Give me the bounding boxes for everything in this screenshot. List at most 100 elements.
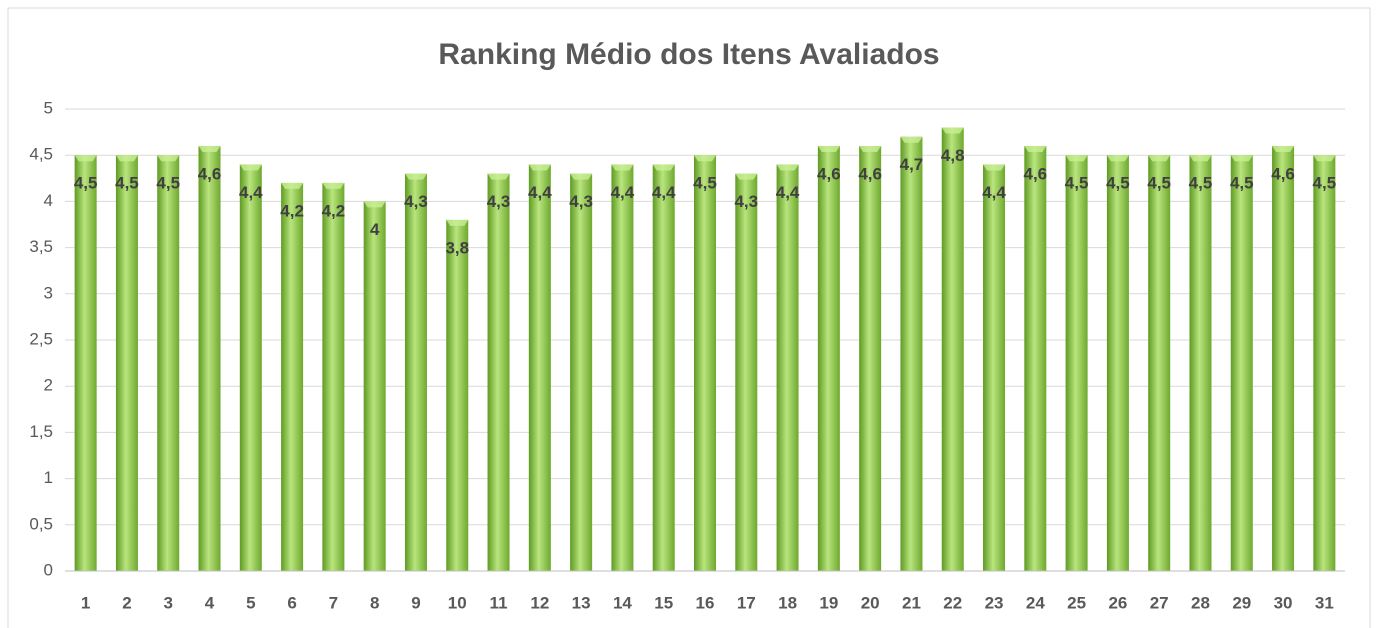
bar bbox=[115, 155, 138, 571]
bar bbox=[528, 164, 551, 571]
value-label: 4,5 bbox=[74, 174, 98, 193]
bar bbox=[570, 173, 593, 571]
x-tick-label: 14 bbox=[613, 593, 632, 612]
value-label: 4,2 bbox=[322, 201, 346, 220]
bar bbox=[776, 164, 799, 571]
value-label: 4,6 bbox=[1271, 164, 1295, 183]
y-tick-label: 5 bbox=[44, 98, 53, 117]
y-tick-label: 3,5 bbox=[29, 237, 53, 256]
value-label: 4,5 bbox=[1147, 174, 1171, 193]
bar-bevel bbox=[1148, 155, 1171, 162]
value-label: 4,3 bbox=[487, 192, 511, 211]
value-label: 4,4 bbox=[239, 183, 263, 202]
x-tick-label: 16 bbox=[696, 593, 715, 612]
bar bbox=[446, 219, 469, 571]
bar-bevel bbox=[528, 164, 551, 171]
value-label: 4,5 bbox=[1189, 174, 1213, 193]
bar-bevel bbox=[817, 145, 840, 152]
x-tick-label: 28 bbox=[1191, 593, 1210, 612]
bar-bevel bbox=[281, 182, 304, 189]
bar-bevel bbox=[198, 145, 221, 152]
y-tick-label: 0 bbox=[44, 560, 53, 579]
value-label: 4,5 bbox=[1313, 174, 1337, 193]
x-tick-label: 1 bbox=[81, 593, 90, 612]
x-tick-label: 4 bbox=[205, 593, 215, 612]
y-tick-label: 1 bbox=[44, 468, 53, 487]
value-label: 4,3 bbox=[734, 192, 758, 211]
bar bbox=[363, 201, 386, 571]
bar bbox=[694, 155, 716, 571]
bar-bevel bbox=[1230, 155, 1253, 162]
bar-bevel bbox=[404, 173, 427, 180]
bar bbox=[1313, 155, 1336, 571]
bar-bevel bbox=[694, 155, 716, 162]
x-tick-label: 15 bbox=[654, 593, 673, 612]
x-tick-label: 26 bbox=[1108, 593, 1127, 612]
value-label: 4,2 bbox=[280, 201, 304, 220]
bar bbox=[157, 155, 180, 571]
y-tick-label: 2 bbox=[44, 376, 53, 395]
bar bbox=[735, 173, 758, 571]
bar bbox=[1024, 145, 1047, 571]
bar-bevel bbox=[115, 155, 138, 162]
bar bbox=[900, 136, 923, 571]
value-label: 4,6 bbox=[198, 164, 222, 183]
value-label: 4,5 bbox=[1065, 174, 1089, 193]
bar bbox=[817, 145, 840, 571]
bar-bevel bbox=[1024, 145, 1047, 152]
bar-bevel bbox=[487, 173, 510, 180]
value-label: 4,6 bbox=[1024, 164, 1048, 183]
bar-bevel bbox=[1106, 155, 1129, 162]
bar bbox=[652, 164, 675, 571]
bar-bevel bbox=[900, 136, 923, 143]
bar-bevel bbox=[941, 127, 964, 134]
x-tick-label: 6 bbox=[287, 593, 296, 612]
x-tick-label: 20 bbox=[861, 593, 880, 612]
x-tick-label: 17 bbox=[737, 593, 756, 612]
bar bbox=[487, 173, 510, 571]
bar-bevel bbox=[735, 173, 758, 180]
y-tick-label: 1,5 bbox=[29, 422, 53, 441]
bar bbox=[198, 145, 221, 571]
x-tick-label: 24 bbox=[1026, 593, 1045, 612]
value-label: 4,5 bbox=[115, 174, 139, 193]
bar-bevel bbox=[776, 164, 799, 171]
x-tick-label: 3 bbox=[163, 593, 172, 612]
bar bbox=[1065, 155, 1088, 571]
bar bbox=[281, 182, 304, 572]
x-tick-label: 2 bbox=[122, 593, 131, 612]
x-tick-label: 12 bbox=[530, 593, 549, 612]
x-tick-label: 25 bbox=[1067, 593, 1086, 612]
bar-bevel bbox=[570, 173, 593, 180]
value-label: 4,3 bbox=[404, 192, 428, 211]
bar-bevel bbox=[983, 164, 1006, 171]
bar bbox=[1148, 155, 1171, 571]
chart-title: Ranking Médio dos Itens Avaliados bbox=[438, 38, 939, 71]
x-tick-label: 11 bbox=[490, 593, 508, 612]
y-tick-label: 3 bbox=[44, 283, 53, 302]
bar bbox=[859, 145, 882, 571]
y-tick-label: 0,5 bbox=[29, 514, 53, 533]
x-tick-label: 31 bbox=[1315, 593, 1334, 612]
value-label: 4,5 bbox=[1106, 174, 1130, 193]
value-label: 4,7 bbox=[900, 155, 924, 174]
bar-bevel bbox=[74, 155, 97, 162]
value-label: 4,5 bbox=[156, 174, 180, 193]
value-label: 4,4 bbox=[776, 183, 800, 202]
x-tick-label: 18 bbox=[778, 593, 797, 612]
bar-bevel bbox=[859, 145, 882, 152]
bar bbox=[322, 182, 345, 572]
x-tick-label: 8 bbox=[370, 593, 379, 612]
bar-bevel bbox=[322, 182, 345, 189]
value-label: 4,8 bbox=[941, 146, 965, 165]
bar bbox=[1230, 155, 1253, 571]
bar-bevel bbox=[1065, 155, 1088, 162]
bar-bevel bbox=[157, 155, 180, 162]
bar bbox=[1106, 155, 1129, 571]
value-label: 4,6 bbox=[858, 164, 882, 183]
x-tick-label: 29 bbox=[1232, 593, 1251, 612]
value-label: 4,6 bbox=[817, 164, 841, 183]
bar-bevel bbox=[1189, 155, 1212, 162]
bar-bevel bbox=[1313, 155, 1336, 162]
